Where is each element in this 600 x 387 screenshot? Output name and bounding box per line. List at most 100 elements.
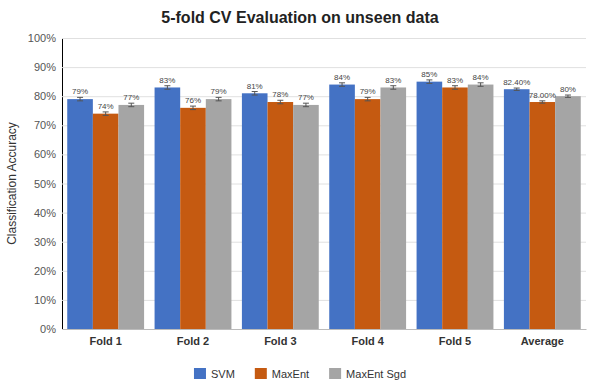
x-tick-label: Fold 1 <box>89 335 121 347</box>
data-label: 81% <box>247 82 263 91</box>
error-bar <box>514 88 520 90</box>
x-tick: Fold 4 <box>351 329 384 347</box>
data-label: 83% <box>159 76 175 85</box>
error-bar <box>303 103 309 106</box>
error-bar <box>565 95 571 97</box>
y-tick-label: 10% <box>34 294 56 306</box>
data-label: 79% <box>360 87 376 96</box>
bar <box>118 105 144 329</box>
marks <box>67 80 581 329</box>
data-label: 83% <box>385 76 401 85</box>
data-labels: 79% 83% 81% 84% 85% 82.40% 74% 76% 78% 79% 83% 78.0… <box>72 70 576 111</box>
data-label: 74% <box>98 102 114 111</box>
data-label: 80% <box>560 85 576 94</box>
bar <box>442 87 468 329</box>
legend-item: MaxEnt <box>255 368 309 380</box>
bar <box>504 89 530 329</box>
data-label: 79% <box>211 87 227 96</box>
series <box>118 83 580 329</box>
data-label: 78.00% <box>529 91 556 100</box>
bar <box>242 93 268 329</box>
y-tick-label: 50% <box>34 178 56 190</box>
legend: SVM MaxEnt MaxEnt Sgd <box>194 368 406 380</box>
data-label: 82.40% <box>503 78 530 87</box>
y-tick-label: 100% <box>28 32 56 44</box>
y-tick: 80% <box>34 90 586 102</box>
x-tick-label: Average <box>521 335 564 347</box>
legend-swatch <box>194 368 206 379</box>
error-bar <box>128 103 134 106</box>
data-label: 85% <box>421 70 437 79</box>
x-tick-label: Fold 2 <box>177 335 209 347</box>
y-tick-label: 90% <box>34 61 56 73</box>
x-tick-label: Fold 4 <box>351 335 384 347</box>
legend-label: MaxEnt <box>272 368 309 380</box>
y-axis: 0% 10% 20% 30% 40% 50% 60% 70% 80% 90% 100% <box>28 32 586 335</box>
bar <box>417 82 443 329</box>
x-axis-line <box>63 329 587 330</box>
grid-line <box>62 329 586 330</box>
error-bar <box>77 97 83 100</box>
error-bar <box>452 86 458 89</box>
bar <box>93 114 119 329</box>
error-bar <box>539 101 545 103</box>
legend-label: SVM <box>211 368 235 380</box>
grid-line <box>62 67 586 68</box>
y-tick-label: 0% <box>40 323 56 335</box>
grid-line <box>62 38 586 39</box>
data-label: 78% <box>272 90 288 99</box>
error-bar <box>339 83 345 86</box>
y-tick-label: 70% <box>34 119 56 131</box>
y-tick: 90% <box>34 61 586 73</box>
y-tick-label: 60% <box>34 148 56 160</box>
plot: 0%10%20%30%40%50%60%70%80%90%100%Fold 1F… <box>5 32 587 347</box>
x-tick: Fold 3 <box>264 329 296 347</box>
data-label: 77% <box>123 93 139 102</box>
bar <box>293 105 319 329</box>
error-bar <box>277 100 283 103</box>
error-bar <box>216 97 222 100</box>
data-label: 84% <box>473 73 489 82</box>
error-bar <box>190 106 196 109</box>
legend-item: SVM <box>194 368 235 380</box>
x-tick: Fold 1 <box>89 329 121 347</box>
bar <box>206 99 232 329</box>
error-bar <box>164 86 170 89</box>
legend-item: MaxEnt Sgd <box>329 368 406 380</box>
bar <box>268 102 294 329</box>
y-tick-label: 40% <box>34 207 56 219</box>
chart: 0%10%20%30%40%50%60%70%80%90%100%Fold 1F… <box>0 0 600 387</box>
y-tick: 100% <box>28 32 586 44</box>
bar <box>530 102 556 329</box>
data-label: 77% <box>298 93 314 102</box>
bar <box>155 87 181 329</box>
bar <box>355 99 381 329</box>
x-tick: Fold 5 <box>439 329 471 347</box>
bar <box>67 99 93 329</box>
error-bar <box>478 83 484 86</box>
bar <box>555 96 581 329</box>
error-bar <box>103 112 109 115</box>
legend-swatch <box>329 368 341 379</box>
data-label: 84% <box>334 73 350 82</box>
y-tick-label: 80% <box>34 90 56 102</box>
series <box>67 80 529 329</box>
y-tick-label: 30% <box>34 236 56 248</box>
error-bar <box>426 80 432 83</box>
data-label: 76% <box>185 96 201 105</box>
y-axis-title: Classification Accuracy <box>5 122 19 245</box>
x-tick: Fold 2 <box>177 329 209 347</box>
x-tick: Average <box>521 329 564 347</box>
bar <box>380 87 406 329</box>
bar <box>468 85 494 329</box>
x-axis: Fold 1 Fold 2 Fold 3 Fold 4 Fold 5 Average <box>63 329 587 347</box>
y-tick-label: 20% <box>34 265 56 277</box>
x-tick-label: Fold 5 <box>439 335 471 347</box>
legend-label: MaxEnt Sgd <box>346 368 406 380</box>
data-label: 83% <box>447 76 463 85</box>
error-bar <box>252 92 258 95</box>
title: 5-fold CV Evaluation on unseen data <box>161 9 438 26</box>
error-bar <box>365 97 371 100</box>
legend-swatch <box>255 368 267 379</box>
error-bar <box>390 86 396 89</box>
